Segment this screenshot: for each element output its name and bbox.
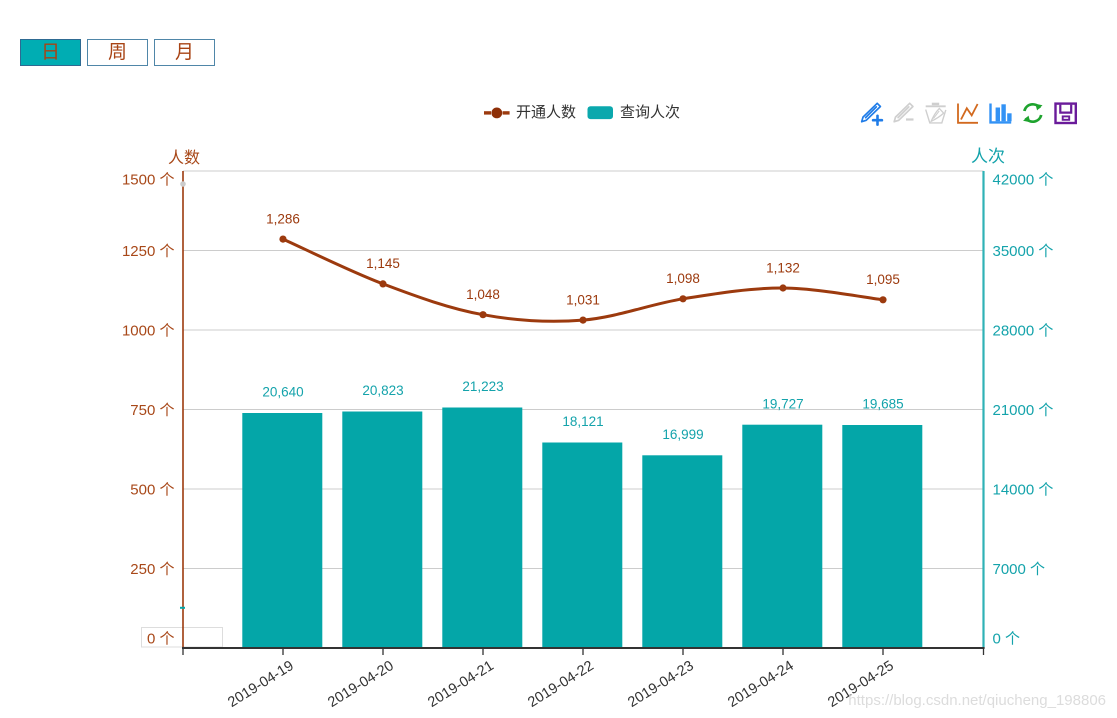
svg-text:0 个: 0 个 [147,630,175,647]
svg-text:21,223: 21,223 [462,379,503,394]
svg-text:20,823: 20,823 [362,383,403,398]
svg-text:35000 个: 35000 个 [993,243,1054,260]
svg-text:2019-04-24: 2019-04-24 [725,658,796,711]
svg-text:2019-04-20: 2019-04-20 [325,658,396,711]
svg-text:https://blog.csdn.net/qiucheng: https://blog.csdn.net/qiucheng_198806 [848,692,1106,709]
svg-text:0 个: 0 个 [993,630,1021,647]
svg-text:19,685: 19,685 [862,397,903,412]
svg-text:14000 个: 14000 个 [993,481,1054,498]
svg-text:1,132: 1,132 [766,260,800,275]
svg-text:21000 个: 21000 个 [993,402,1054,419]
svg-text:2019-04-21: 2019-04-21 [425,658,496,711]
svg-text:19,727: 19,727 [762,396,803,411]
svg-text:1,145: 1,145 [366,256,400,271]
svg-text:2019-04-22: 2019-04-22 [525,658,596,711]
svg-text:1,098: 1,098 [666,271,700,286]
svg-text:1,095: 1,095 [866,272,900,287]
svg-text:250 个: 250 个 [130,561,174,578]
svg-text:1000 个: 1000 个 [122,322,175,339]
svg-text:750 个: 750 个 [130,402,174,419]
svg-text:16,999: 16,999 [662,427,703,442]
svg-text:28000 个: 28000 个 [993,322,1054,339]
svg-text:7000 个: 7000 个 [993,561,1046,578]
svg-text:1500 个: 1500 个 [122,171,175,188]
svg-text:开通人数: 开通人数 [516,104,576,121]
svg-text:1,048: 1,048 [466,287,500,302]
svg-text:查询人次: 查询人次 [620,104,680,121]
svg-text:人次: 人次 [971,147,1005,166]
svg-text:500 个: 500 个 [130,481,174,498]
svg-text:2019-04-23: 2019-04-23 [625,658,696,711]
svg-text:人数: 人数 [168,149,200,167]
svg-text:1250 个: 1250 个 [122,243,175,260]
svg-text:18,121: 18,121 [562,414,603,429]
svg-text:20,640: 20,640 [262,385,303,400]
svg-text:42000 个: 42000 个 [993,171,1054,188]
svg-text:2019-04-19: 2019-04-19 [225,658,296,711]
svg-text:1,031: 1,031 [566,292,600,307]
svg-text:1,286: 1,286 [266,211,300,226]
